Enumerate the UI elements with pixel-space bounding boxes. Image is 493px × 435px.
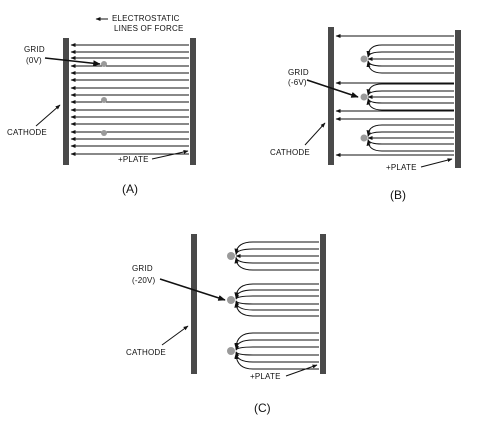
- field-line-b-grid: [367, 131, 454, 137]
- grid-pointer-a: [44, 57, 101, 67]
- grid-label-a: GRID: [24, 45, 45, 54]
- field-line-c-grid: [234, 302, 319, 317]
- field-line-b-grid: [366, 140, 454, 152]
- panel-b: GRID (-6V) CATHODE +PLATE (B): [270, 27, 461, 202]
- field-line-b-grid: [367, 98, 454, 104]
- field-lines-c: [234, 241, 319, 370]
- grid-wire-c1: [227, 252, 235, 260]
- field-line-c-grid: [235, 351, 319, 357]
- field-line-b-grid: [366, 44, 454, 56]
- field-line-c-grid: [235, 345, 319, 351]
- grid-wire-b3: [360, 134, 368, 142]
- field-line-b-grid: [366, 124, 454, 136]
- field-line-b-grid: [366, 51, 454, 58]
- field-line-b-grid: [366, 99, 454, 111]
- field-line-c-grid: [234, 256, 319, 264]
- field-line-c-grid: [234, 241, 319, 254]
- field-line-c-grid: [235, 294, 319, 300]
- grid-label-b: GRID: [288, 68, 309, 77]
- electrostatic-label-line1: ELECTROSTATIC: [112, 14, 180, 23]
- field-line-b-grid: [367, 139, 454, 145]
- panel-a: ELECTROSTATIC LINES OF FORCE GRID (0V) C…: [7, 14, 196, 196]
- plate-electrode-a: [190, 38, 196, 165]
- grid-value-b: (-6V): [288, 78, 307, 87]
- caption-b: (B): [390, 188, 406, 202]
- field-lines-b: [335, 34, 454, 157]
- plate-label-c: +PLATE: [250, 372, 281, 381]
- field-line-c-grid: [235, 300, 319, 306]
- panel-c: GRID (-20V) CATHODE +PLATE (C): [126, 234, 326, 415]
- cathode-electrode-a: [63, 38, 69, 165]
- grid-label-c: GRID: [132, 264, 153, 273]
- cathode-electrode-b: [328, 27, 334, 165]
- plate-label-b: +PLATE: [386, 163, 417, 172]
- field-line-b-grid: [366, 83, 454, 95]
- cathode-electrode-c: [191, 234, 197, 374]
- grid-wire-a3: [101, 130, 107, 136]
- grid-wire-b2: [360, 93, 368, 101]
- field-line-b-grid: [366, 62, 454, 74]
- grid-value-a: (0V): [26, 56, 42, 65]
- grid-pointer-b: [306, 79, 359, 98]
- cathode-pointer-b: [304, 122, 326, 146]
- grid-pointer-c: [159, 278, 226, 301]
- grid-wire-a2: [101, 97, 107, 103]
- field-line-b-grid: [366, 60, 454, 67]
- cathode-pointer-a: [35, 104, 61, 127]
- plate-label-a: +PLATE: [118, 155, 149, 164]
- grid-wire-a1: [101, 61, 107, 67]
- electrostatic-label-line2: LINES OF FORCE: [114, 24, 183, 33]
- cathode-label-a: CATHODE: [7, 128, 47, 137]
- field-lines-a: [70, 43, 189, 156]
- grid-wire-c2: [227, 296, 235, 304]
- caption-a: (A): [122, 182, 138, 196]
- field-line-c-grid: [234, 289, 319, 299]
- grid-wire-c3: [227, 347, 235, 355]
- grid-value-c: (-20V): [132, 276, 156, 285]
- field-line-c-grid: [234, 301, 319, 311]
- caption-c: (C): [254, 401, 271, 415]
- grid-wire-b1: [360, 55, 368, 63]
- field-line-c-grid: [234, 248, 319, 256]
- field-line-b-grid: [367, 90, 454, 96]
- plate-pointer-a: [151, 150, 189, 160]
- plate-electrode-c: [320, 234, 326, 374]
- plate-electrode-b: [455, 30, 461, 168]
- plate-pointer-c: [285, 364, 318, 377]
- field-line-c-grid: [234, 354, 319, 370]
- field-line-c-grid: [234, 258, 319, 271]
- plate-pointer-b: [420, 158, 453, 168]
- cathode-label-b: CATHODE: [270, 148, 310, 157]
- cathode-pointer-c: [161, 325, 189, 346]
- cathode-label-c: CATHODE: [126, 348, 166, 357]
